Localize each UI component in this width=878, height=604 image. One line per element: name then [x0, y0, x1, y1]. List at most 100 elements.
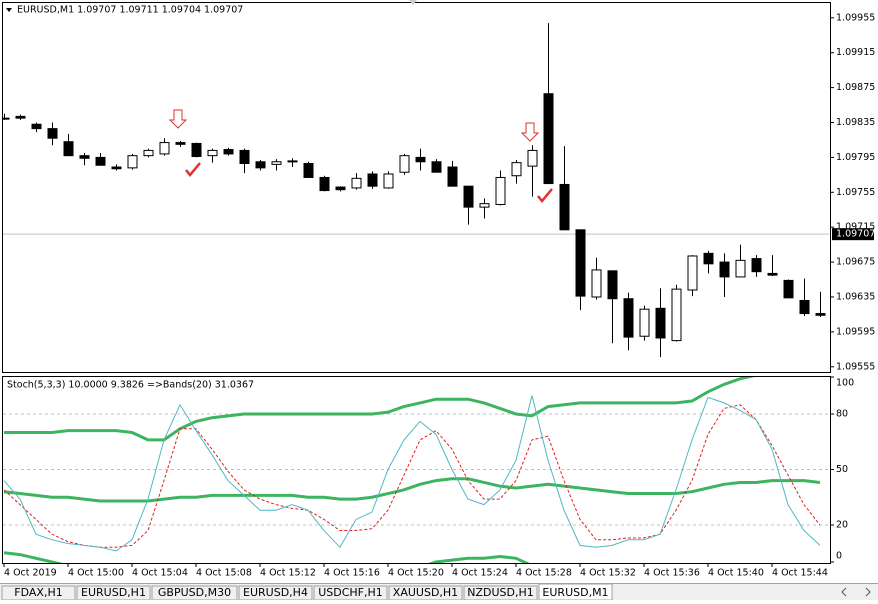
tab-scroll-right[interactable]	[865, 587, 871, 597]
candle-body	[671, 288, 682, 342]
candle-body	[479, 203, 490, 208]
y-tick-label: 0	[836, 551, 842, 562]
candle-body	[335, 186, 346, 191]
indicator-line	[3, 477, 821, 503]
candle-body	[207, 149, 218, 157]
x-tick-label: 4 Oct 15:00	[68, 568, 124, 579]
tab-label[interactable]: XAUUSD,H1	[393, 586, 458, 599]
y-tick-label: 1.09675	[836, 257, 875, 268]
candle-body	[751, 258, 762, 273]
y-tick-label: 1.09835	[836, 117, 875, 128]
x-tick-label: 4 Oct 15:32	[580, 568, 636, 579]
candle-body	[79, 155, 90, 159]
candle-body	[767, 272, 778, 276]
candle-body	[47, 128, 58, 139]
candle-body	[527, 149, 538, 167]
y-tick-label: 1.09875	[836, 82, 875, 93]
y-tick-label: 1.09715	[836, 222, 875, 233]
x-tick-label: 4 Oct 15:40	[708, 568, 764, 579]
candle-body	[815, 313, 826, 316]
candle-body	[639, 308, 650, 337]
candle-body	[287, 160, 298, 163]
candle-body	[111, 166, 122, 170]
tab-label[interactable]: FDAX,H1	[14, 586, 62, 599]
candle-body	[175, 142, 186, 145]
tab-label[interactable]: USDCHF,H1	[318, 586, 383, 599]
x-tick-label: 4 Oct 15:12	[260, 568, 316, 579]
main-title: EURUSD,M1 1.09707 1.09711 1.09704 1.0970…	[17, 5, 243, 16]
tab-label[interactable]: EURUSD,M1	[542, 586, 608, 599]
y-tick-label: 1.09955	[836, 12, 875, 23]
candle-body	[127, 155, 138, 169]
tab-label[interactable]: NZDUSD,H1	[467, 586, 534, 599]
stoch-title: Stoch(5,3,3) 10.0000 9.3826 =>Bands(20) …	[7, 380, 254, 391]
candle-body	[15, 115, 26, 119]
candle-body	[543, 93, 554, 185]
y-tick-label: 20	[836, 520, 848, 531]
indicator-line	[3, 395, 821, 552]
tab-scroll-left[interactable]	[841, 587, 847, 597]
y-tick-label: 50	[836, 464, 848, 475]
check-mark	[537, 188, 553, 203]
sell-arrow	[168, 109, 188, 129]
sell-arrow	[520, 122, 540, 142]
candle-body	[591, 269, 602, 298]
symbol-menu[interactable]	[6, 8, 12, 12]
check-mark	[185, 162, 201, 177]
candle-body	[63, 141, 74, 157]
x-tick-label: 4 Oct 15:04	[132, 568, 188, 579]
candle-body	[239, 149, 250, 165]
x-tick-label: 4 Oct 2019	[4, 568, 57, 579]
x-tick-label: 4 Oct 15:08	[196, 568, 252, 579]
x-tick-label: 4 Oct 15:16	[324, 568, 380, 579]
candle-body	[655, 307, 666, 339]
tab-label[interactable]: EURUSD,H4	[243, 586, 308, 599]
candle-body	[383, 173, 394, 189]
candle-body	[735, 259, 746, 278]
y-tick-label: 1.09595	[836, 326, 875, 337]
x-tick-label: 4 Oct 15:24	[452, 568, 508, 579]
x-tick-label: 4 Oct 15:20	[388, 568, 444, 579]
candle-body	[447, 166, 458, 187]
candle-body	[607, 270, 618, 300]
candle-body	[463, 185, 474, 208]
y-tick-label: 1.09555	[836, 361, 875, 372]
candle-body	[719, 261, 730, 278]
x-tick-label: 4 Oct 15:28	[516, 568, 572, 579]
y-tick-label: 1.09915	[836, 47, 875, 58]
candle-body	[367, 173, 378, 187]
price-label-bg	[832, 228, 874, 241]
y-tick-label: 1.09795	[836, 152, 875, 163]
axes: 1.095551.095951.096351.096751.097151.097…	[3, 12, 875, 579]
main-panel	[2, 2, 831, 373]
tab-label[interactable]: EURUSD,H1	[81, 586, 146, 599]
candle-body	[799, 299, 810, 315]
candle-body	[399, 155, 410, 173]
candle-body	[319, 176, 330, 192]
candle-body	[351, 177, 362, 189]
candle-body	[495, 176, 506, 206]
candle-body	[191, 142, 202, 158]
candle-body	[255, 161, 266, 169]
candle-body	[623, 298, 634, 338]
candle-body	[783, 279, 794, 299]
stoch-plot	[3, 377, 829, 563]
y-tick-label: 100	[836, 378, 854, 389]
candle-body	[703, 252, 714, 265]
y-tick-label: 1.09755	[836, 187, 875, 198]
tab-label[interactable]: GBPUSD,M30	[158, 586, 231, 599]
candle-body	[559, 183, 570, 231]
candle-body	[271, 161, 282, 165]
indicator-line	[3, 404, 821, 548]
price-label: 1.09707	[836, 229, 875, 240]
tabs: FDAX,H1 EURUSD,H1 GBPUSD,M30 EURUSD,H4 USDCH…	[1, 583, 613, 601]
candle-body	[143, 149, 154, 157]
candle-body	[31, 123, 42, 130]
candle-body	[159, 142, 170, 155]
y-tick-label: 1.09635	[836, 291, 875, 302]
candle-body	[575, 229, 586, 297]
candle-body	[303, 163, 314, 178]
